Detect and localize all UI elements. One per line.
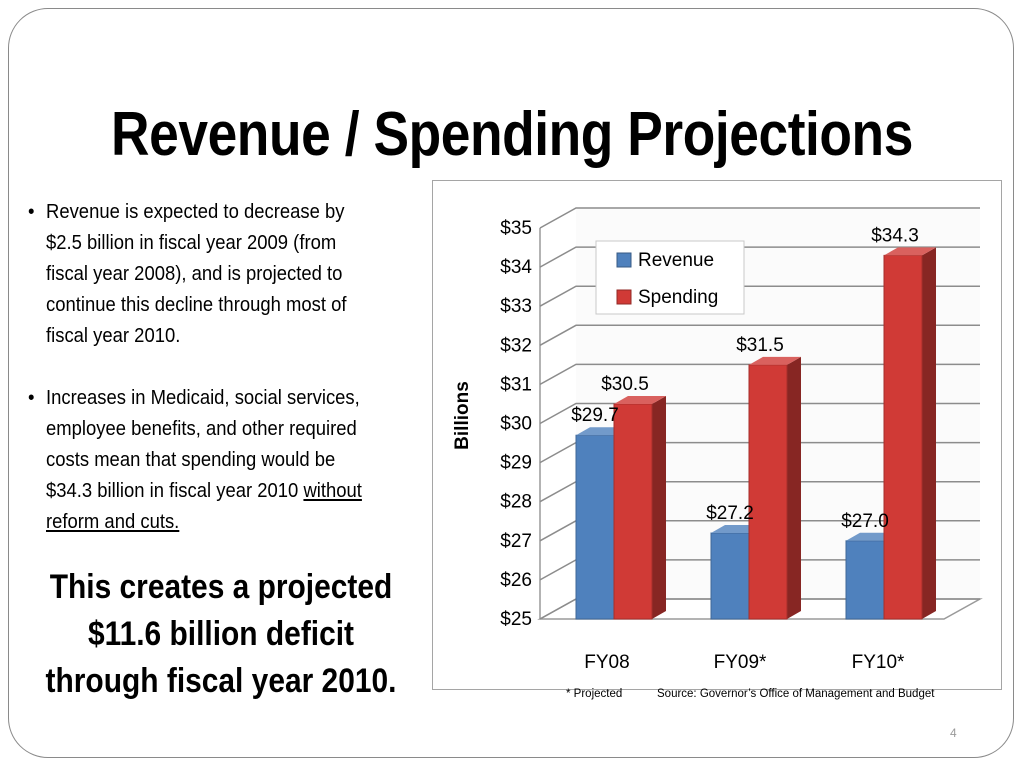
bar-side — [787, 356, 801, 619]
bullet-list: Revenue is expected to decrease by $2.5 … — [28, 196, 375, 537]
bar-front — [575, 434, 615, 620]
bar-front — [883, 254, 923, 620]
legend-label: Revenue — [638, 250, 714, 271]
bar-front — [613, 403, 653, 620]
bar-top — [884, 247, 936, 256]
legend-swatch — [616, 289, 632, 305]
bar-side — [922, 247, 936, 619]
bar-spending-fy10 — [883, 247, 936, 620]
data-label: $29.7 — [571, 405, 619, 426]
bar-front — [845, 540, 885, 620]
bar-spending-fy08 — [613, 395, 666, 620]
x-tick-label: FY10* — [852, 652, 905, 673]
legend-swatch — [616, 252, 632, 268]
gridline — [539, 246, 980, 268]
chart-bars — [575, 247, 936, 620]
gridline — [539, 285, 980, 307]
bullet-text: Increases in Medicaid, social services, … — [46, 386, 360, 502]
y-tick-label: $26 — [500, 570, 532, 591]
x-tick-label: FY08 — [584, 652, 629, 673]
gridline — [539, 324, 980, 346]
gridline — [539, 402, 980, 425]
bullet-underlined-text: without reform and cuts. — [46, 479, 362, 533]
bar-front — [710, 532, 750, 620]
x-tick-label: FY09* — [714, 652, 767, 673]
bullet-text: Revenue is expected to decrease by $2.5 … — [46, 200, 347, 347]
data-label: $31.5 — [736, 335, 784, 356]
bar-top — [749, 356, 801, 365]
bar-top — [614, 395, 666, 404]
bar-spending-fy09 — [748, 356, 801, 620]
y-axis-label: Billions — [452, 381, 473, 450]
bar-front — [748, 364, 788, 620]
y-tick-label: $29 — [500, 453, 532, 474]
gridline — [539, 207, 980, 229]
data-label: $34.3 — [871, 225, 919, 246]
y-tick-label: $34 — [500, 257, 532, 278]
gridline — [539, 363, 980, 386]
y-tick-label: $31 — [500, 374, 532, 395]
bullet-revenue-decline: Revenue is expected to decrease by $2.5 … — [28, 196, 375, 351]
legend-label: Spending — [638, 287, 718, 308]
y-tick-label: $32 — [500, 335, 532, 356]
slide-title: Revenue / Spending Projections — [111, 100, 913, 169]
footnote-source: Source: Governor’s Office of Management … — [657, 688, 935, 700]
chart-legend: Revenue Spending — [595, 240, 745, 315]
data-labels: $29.7 $30.5 $27.2 $31.5 $27.0 $34.3 — [571, 225, 919, 531]
bar-side — [652, 395, 666, 619]
y-tick-label: $35 — [500, 218, 532, 239]
y-axis-ticks: $25 $26 $27 $28 $29 $30 $31 $32 $33 $34 $35 — [500, 218, 532, 630]
data-label: $30.5 — [601, 374, 649, 395]
page-number: 4 — [950, 726, 957, 740]
y-tick-label: $28 — [500, 492, 532, 513]
bullet-spending-increase: Increases in Medicaid, social services, … — [28, 382, 375, 537]
x-axis-ticks: FY08 FY09* FY10* — [584, 652, 905, 673]
data-label: $27.0 — [841, 511, 889, 532]
y-tick-label: $27 — [500, 531, 532, 552]
revenue-spending-chart: $25 $26 $27 $28 $29 $30 $31 $32 $33 $34 $35 Billio… — [452, 207, 983, 673]
deficit-callout: This creates a projected $11.6 billion d… — [45, 568, 397, 700]
footnote-projected: * Projected — [566, 688, 623, 700]
y-tick-label: $25 — [500, 609, 532, 630]
y-tick-label: $30 — [500, 414, 532, 435]
y-tick-label: $33 — [500, 296, 532, 317]
data-label: $27.2 — [706, 503, 754, 524]
